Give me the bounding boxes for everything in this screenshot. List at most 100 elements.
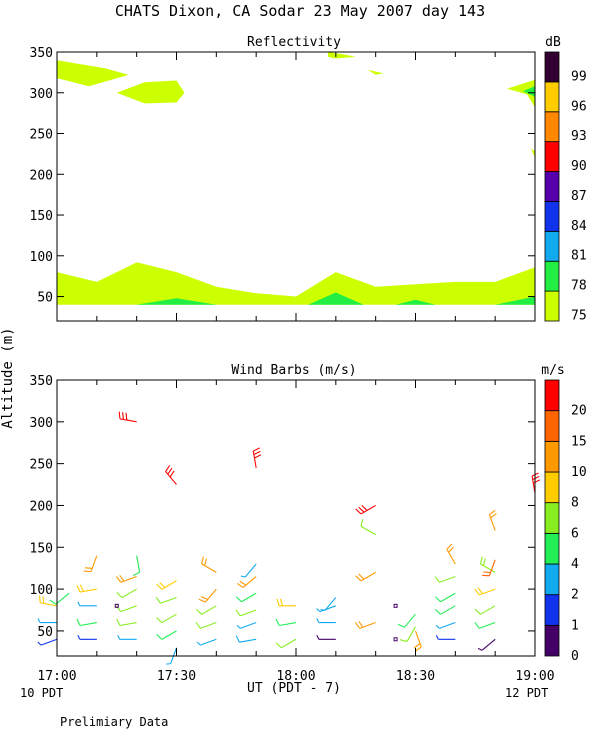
wind-barb [76, 584, 97, 593]
wind-barb [474, 587, 496, 596]
colorbar-swatch [544, 624, 560, 657]
colorbar-label: 84 [571, 219, 587, 234]
reflectivity-axes: 50 100 150 200 250 300 350 [30, 46, 536, 322]
reflectivity-region [116, 80, 185, 104]
wind-barb [316, 635, 336, 640]
colorbar-swatch [544, 141, 560, 172]
colorbar-label: 4 [571, 557, 579, 572]
reflectivity-region [367, 69, 384, 75]
wind-barb [235, 635, 257, 643]
colorbar-swatch [544, 171, 560, 202]
plot-frame [56, 379, 536, 657]
reflectivity-region [327, 52, 356, 59]
wind-barb [38, 595, 58, 607]
wind-barb [118, 411, 137, 423]
wind-barb [156, 580, 177, 590]
reflectivity-region [495, 296, 535, 305]
colorbar-label: 2 [571, 588, 579, 603]
wind-barb [316, 618, 336, 624]
wind-barb [531, 472, 541, 494]
colorbar-label: 78 [571, 279, 587, 294]
wind-barb-panel: Wind Barbs (m/s) m/s 5010015020025030035… [30, 363, 587, 684]
colorbar-label: 20 [571, 404, 587, 419]
y-tick-label: 350 [30, 46, 53, 61]
wind-axes: 50 100 150 200 250 300 350 17:00 17:30 18:00 18:30… [30, 374, 555, 684]
wind-barb [49, 592, 70, 605]
colorbar-label: 0 [571, 649, 579, 664]
wind-barb [399, 626, 416, 642]
wind-barb [474, 622, 496, 629]
colorbar-swatch [544, 379, 560, 412]
wind-barb [360, 519, 376, 536]
colorbar-swatch [544, 471, 560, 504]
x-tick-label: 18:30 [396, 669, 435, 684]
wind-barb [165, 465, 177, 485]
wind-barb [413, 630, 422, 652]
colorbar-label: 10 [571, 465, 587, 480]
wind-barb [115, 574, 137, 583]
left-time-note: 10 PDT [20, 686, 63, 700]
wind-barb [155, 596, 177, 604]
colorbar-swatch [544, 290, 560, 322]
y-tick-label: 200 [30, 499, 53, 514]
colorbar-label: 93 [571, 129, 587, 144]
wind-barb [116, 588, 137, 599]
calm-marker [393, 637, 398, 642]
wind-barb [115, 605, 137, 613]
wind-barb [482, 559, 496, 577]
wind-barb [83, 555, 98, 573]
colorbar-label: 15 [571, 434, 587, 449]
y-tick-label: 150 [30, 209, 53, 224]
wind-barb [276, 598, 296, 607]
y-axis-label: Altitude (m) [0, 327, 16, 428]
wind-barb [355, 504, 376, 515]
wind-barb [196, 638, 217, 646]
wind-barb [435, 622, 456, 629]
colorbar-swatch [544, 410, 560, 442]
colorbar-label: 1 [571, 618, 579, 633]
wind-barb [156, 613, 177, 624]
reflectivity-title: Reflectivity [247, 35, 341, 50]
wind-barb [195, 605, 217, 615]
colorbar-label: 96 [571, 99, 587, 114]
wind-unit: m/s [541, 363, 564, 378]
colorbar-swatch [544, 51, 560, 83]
colorbar-swatch [544, 440, 560, 473]
wind-barb [198, 588, 217, 603]
wind-barb [201, 556, 217, 573]
x-tick-label: 19:00 [515, 669, 554, 684]
y-tick-label: 100 [30, 583, 53, 598]
wind-barb [397, 613, 416, 628]
y-tick-label: 150 [30, 541, 53, 556]
wind-barb [434, 605, 456, 615]
wind-barb [116, 618, 137, 627]
y-tick-label: 350 [30, 374, 53, 389]
wind-barb [435, 635, 456, 640]
wind-barb [236, 576, 257, 588]
colorbar-swatch [544, 260, 560, 292]
wind-barb [479, 556, 496, 573]
colorbar-swatch [544, 594, 560, 626]
wind-colorbar: 0 1 2 4 6 8 10 15 20 [544, 379, 587, 664]
wind-barb [275, 618, 297, 627]
reflectivity-colorbar: 75 78 81 84 87 90 93 96 99 [544, 51, 587, 324]
wind-barb [446, 543, 456, 565]
colorbar-label: 8 [571, 496, 579, 511]
colorbar-swatch [544, 230, 560, 262]
x-axis-label: UT (PDT - 7) [247, 681, 341, 696]
colorbar-label: 90 [571, 159, 587, 174]
wind-barb [316, 605, 337, 613]
wind-barb [77, 601, 97, 607]
wind-barb [275, 638, 297, 649]
right-time-note: 12 PDT [505, 686, 548, 700]
wind-barb [240, 563, 257, 578]
wind-barb [77, 635, 97, 640]
y-tick-label: 200 [30, 168, 53, 183]
wind-barb [434, 576, 456, 583]
reflectivity-region [523, 86, 535, 97]
colorbar-label: 81 [571, 249, 587, 264]
colorbar-label: 87 [571, 189, 587, 204]
reflectivity-region [395, 299, 436, 305]
wind-barb [434, 592, 456, 603]
colorbar-swatch [544, 563, 560, 596]
